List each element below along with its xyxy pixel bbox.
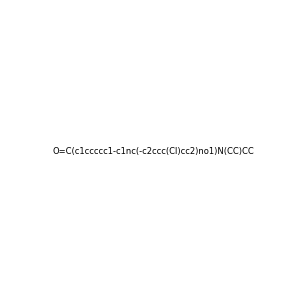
Text: O=C(c1ccccc1-c1nc(-c2ccc(Cl)cc2)no1)N(CC)CC: O=C(c1ccccc1-c1nc(-c2ccc(Cl)cc2)no1)N(CC… (53, 147, 255, 156)
